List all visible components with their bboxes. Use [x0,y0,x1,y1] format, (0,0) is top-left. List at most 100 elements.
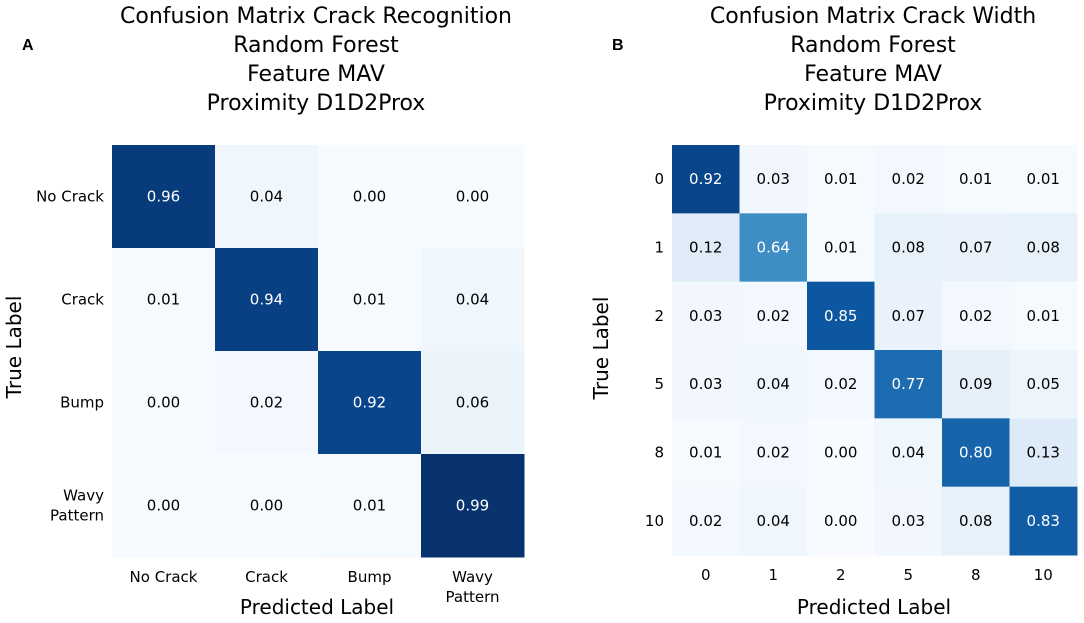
panel-a-cell-value-r3-c3: 0.99 [456,497,489,515]
panel-b-cell-value-r1-c5: 0.08 [1027,239,1060,257]
panel-a-cell-value-r0-c2: 0.00 [353,188,386,206]
panel-b-cell-r4-c1 [739,418,808,488]
panel-b-cell-value-r2-c2: 0.85 [824,307,857,325]
panel-b-cell-value-r2-c1: 0.02 [757,307,790,325]
panel-a-title-line-3: Feature MAV [247,62,385,87]
panel-b-cell-r1-c4 [942,213,1010,283]
panel-b-cell-r1-c3 [874,213,943,283]
panel-b-cell-value-r3-c3: 0.77 [892,375,925,393]
panel-b-cell-r5-c1 [739,486,808,556]
panel-b-cell-r4-c4 [942,418,1010,488]
panel-b-cell-r1-c1 [739,213,808,283]
panel-b-cell-value-r3-c4: 0.09 [959,375,992,393]
panel-b-cell-r4-c5 [1009,418,1078,488]
panel-b-x-tick-label: 2 [836,566,846,584]
panel-b-cell-value-r4-c3: 0.04 [892,444,925,462]
panel-b-cell-value-r3-c0: 0.03 [689,375,722,393]
panel-b-x-axis-label: Predicted Label [797,595,951,619]
panel-b-cell-value-r5-c5: 0.83 [1027,512,1060,530]
panel-b-cell-value-r3-c1: 0.04 [757,375,790,393]
panel-b-cell-value-r4-c2: 0.00 [824,444,857,462]
panel-a-x-tick-label: Wavy Pattern [446,568,500,606]
panel-b-y-tick-label: 2 [654,307,664,325]
panel-a-y-tick-label: Bump [60,394,104,412]
panel-b-cell-value-r1-c2: 0.01 [824,239,857,257]
panel-a-cell-r2-c2 [318,351,422,455]
panel-b-cell-r5-c2 [807,486,875,556]
panel-b-cell-value-r3-c2: 0.02 [824,375,857,393]
panel-b-cell-r1-c5 [1009,213,1078,283]
panel-a-cell-value-r2-c0: 0.00 [147,394,180,412]
panel-a-x-tick-label: Crack [245,568,288,586]
panel-a-cell-value-r0-c3: 0.00 [456,188,489,206]
panel-b-cell-r0-c0 [672,145,740,214]
panel-b-cell-r0-c4 [942,145,1010,214]
panel-b-x-tick-label: 5 [903,566,913,584]
panel-a-title-line-2: Random Forest [233,33,399,58]
panel-a-cell-r0-c2 [318,145,422,249]
panel-b-cell-r2-c5 [1009,281,1078,351]
panel-a-cell-value-r1-c1: 0.94 [250,291,283,309]
panel-a-cell-r2-c3 [421,351,525,455]
panel-b-cell-value-r0-c2: 0.01 [824,170,857,188]
panel-a-cell-value-r0-c0: 0.96 [147,188,180,206]
panel-a-cell-value-r0-c1: 0.04 [250,188,283,206]
panel-a-cell-value-r3-c2: 0.01 [353,497,386,515]
panel-a-cell-value-r1-c0: 0.01 [147,291,180,309]
panel-b-y-axis-label: True Label [589,297,613,401]
panel-b-x-tick-label: 8 [971,566,981,584]
panel-a-cell-value-r1-c3: 0.04 [456,291,489,309]
panel-b-y-tick-label: 10 [645,512,664,530]
panel-b-y-tick-label: 0 [654,170,664,188]
panel-b-cell-r2-c2 [807,281,875,351]
panel-a-y-axis-label: True Label [2,296,26,400]
panel-a-cell-r0-c3 [421,145,525,249]
panel-a-cell-r1-c1 [215,248,319,352]
panel-b-cell-r5-c3 [874,486,943,556]
panel-b-cell-r2-c0 [672,281,740,351]
panel-b-cell-value-r3-c5: 0.05 [1027,375,1060,393]
panel-b-cell-r4-c2 [807,418,875,488]
panel-a-cells: 0.96 0.04 0.00 0.00 0.01 0.94 0.01 0.04 0.00 0.02… [112,145,525,558]
panel-a-cell-value-r1-c2: 0.01 [353,291,386,309]
panel-a-cell-value-r2-c1: 0.02 [250,394,283,412]
panel-b-cell-r4-c3 [874,418,943,488]
panel-a: A Confusion Matrix Crack Recognition Ran… [2,4,525,619]
panel-b-cell-value-r5-c0: 0.02 [689,512,722,530]
panel-a-title-line-1: Confusion Matrix Crack Recognition [120,4,512,29]
panel-a-cell-value-r2-c3: 0.06 [456,394,489,412]
panel-b-cells: 0.92 0.03 0.01 0.02 0.01 0.01 0.12 0.64 0.01 0.08… [672,145,1078,556]
panel-a-cell-value-r3-c1: 0.00 [250,497,283,515]
panel-b-cell-value-r5-c1: 0.04 [757,512,790,530]
panel-b-letter: B [612,37,624,54]
panel-b-cell-value-r5-c4: 0.08 [959,512,992,530]
panel-b-y-tick-label: 1 [654,239,664,257]
panel-a-cell-r2-c0 [112,351,216,455]
panel-b-cell-value-r4-c0: 0.01 [689,444,722,462]
panel-a-cell-value-r3-c0: 0.00 [147,497,180,515]
panel-b-cell-value-r4-c1: 0.02 [757,444,790,462]
panel-b-cell-r5-c5 [1009,486,1078,556]
panel-b-cell-r0-c5 [1009,145,1078,214]
panel-a-cell-r2-c1 [215,351,319,455]
panel-b-title-line-4: Proximity D1D2Prox [764,91,983,116]
panel-b-cell-value-r1-c1: 0.64 [757,239,790,257]
panel-a-cell-r0-c0 [112,145,216,249]
panel-b-cell-r3-c2 [807,350,875,419]
panel-a-x-tick-label: Bump [348,568,392,586]
panel-b-cell-r5-c4 [942,486,1010,556]
panel-b-cell-value-r5-c3: 0.03 [892,512,925,530]
panel-b-cell-value-r4-c4: 0.80 [959,444,992,462]
panel-b-cell-r3-c5 [1009,350,1078,419]
panel-b-x-tick-label: 1 [768,566,778,584]
panel-b-y-tick-label: 8 [654,444,664,462]
panel-b-cell-r3-c4 [942,350,1010,419]
panel-b-cell-r2-c3 [874,281,943,351]
panel-b-cell-value-r2-c5: 0.01 [1027,307,1060,325]
panel-a-cell-r3-c3 [421,454,525,558]
panel-b-cell-value-r1-c0: 0.12 [689,239,722,257]
panel-a-x-axis-label: Predicted Label [240,595,394,619]
panel-b-cell-r3-c0 [672,350,740,419]
panel-b-cell-r2-c1 [739,281,808,351]
panel-a-cell-r3-c0 [112,454,216,558]
